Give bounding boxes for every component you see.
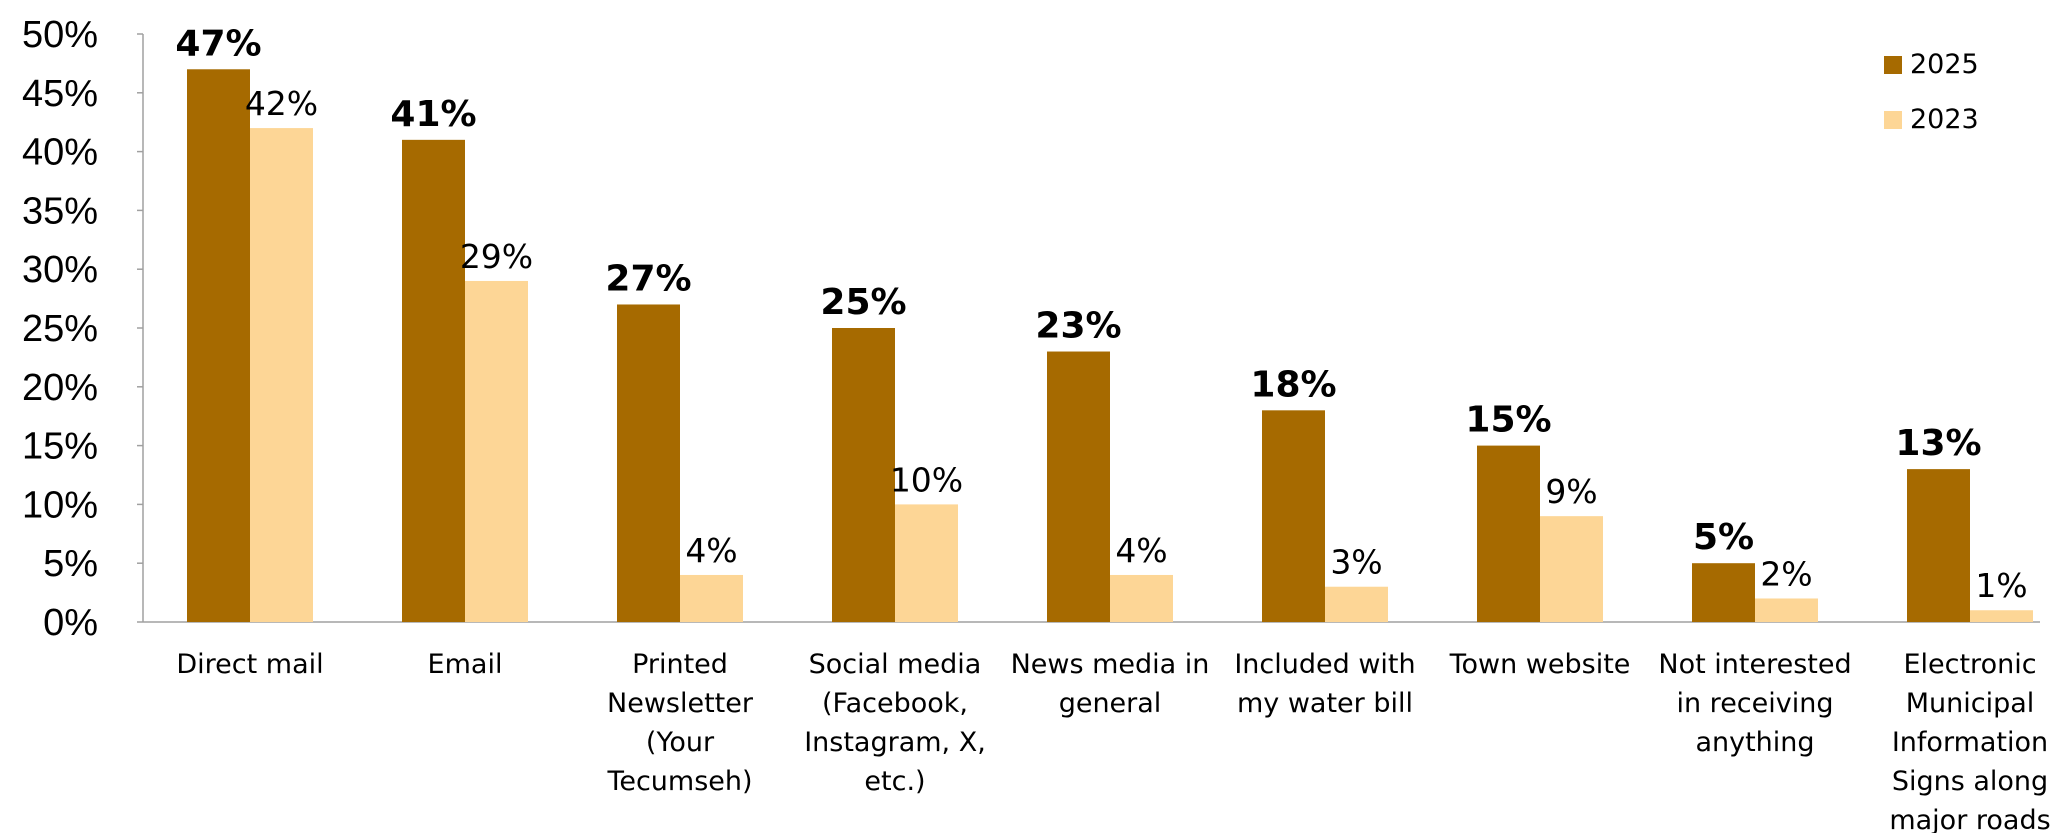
data-label-2025: 41% — [390, 94, 476, 135]
bar-2023 — [895, 504, 958, 622]
bar-2023 — [1970, 610, 2033, 622]
bar-2025 — [832, 328, 895, 622]
x-category-label-line: Direct mail — [176, 649, 323, 680]
y-tick-label: 45% — [22, 73, 98, 115]
x-category-label-line: Included with — [1234, 649, 1415, 680]
bar-2025 — [1692, 563, 1755, 622]
y-tick-label: 10% — [22, 484, 98, 526]
data-label-2023: 42% — [245, 84, 318, 123]
x-category-label-line: (Your — [646, 727, 715, 758]
y-tick-label: 20% — [22, 367, 98, 409]
x-category-label: Town website — [1449, 649, 1631, 680]
bar-2023 — [1540, 516, 1603, 622]
y-tick-label: 15% — [22, 426, 98, 468]
data-label-2023: 2% — [1760, 554, 1812, 593]
data-label-2023: 4% — [685, 531, 737, 570]
x-category-label-line: Instagram, X, — [804, 727, 986, 758]
data-label-2023: 29% — [460, 237, 533, 276]
bar-2023 — [1325, 586, 1388, 622]
bar-2025 — [1477, 445, 1540, 622]
x-category-label: Printed Newsletter (Your Tecumseh) — [606, 649, 753, 797]
value-labels: 47% 42% 41% 29% 27% 4% 25% 10% 23% 4% 18% 3% 15% 9% 5%… — [175, 23, 2027, 605]
data-label-2025: 13% — [1895, 423, 1981, 464]
bars — [187, 69, 2033, 622]
y-tick-label: 40% — [22, 132, 98, 174]
bar-2025 — [1262, 410, 1325, 622]
x-category-label-line: Email — [428, 649, 503, 680]
y-tick-label: 0% — [43, 602, 98, 644]
legend-swatch-2025 — [1884, 56, 1902, 74]
data-label-2025: 47% — [175, 23, 261, 64]
x-category-label-line: Town website — [1449, 649, 1631, 680]
y-tick-label: 35% — [22, 190, 98, 232]
data-label-2025: 27% — [605, 258, 691, 299]
y-tick-label: 25% — [22, 308, 98, 350]
x-category-label: Email — [428, 649, 503, 680]
bar-2023 — [250, 128, 313, 622]
x-category-label: News media in general — [1011, 649, 1210, 719]
bar-2023 — [465, 280, 528, 622]
bar-2025 — [187, 69, 250, 622]
x-category-label-line: Not interested — [1658, 649, 1851, 680]
bar-2023 — [1755, 598, 1818, 622]
data-label-2023: 1% — [1975, 566, 2027, 605]
category-labels: Direct mail Email Printed Newsletter (Your Te… — [176, 649, 2050, 833]
x-category-label-line: anything — [1695, 727, 1814, 758]
x-category-label-line: Tecumseh) — [606, 766, 752, 797]
data-label-2023: 3% — [1330, 543, 1382, 582]
data-label-2025: 15% — [1465, 400, 1551, 441]
x-category-label: Not interested in receiving anything — [1658, 649, 1851, 758]
legend-swatch-2023 — [1884, 111, 1902, 129]
data-label-2025: 23% — [1035, 306, 1121, 347]
data-label-2025: 18% — [1250, 364, 1336, 405]
x-category-label: Electronic Municipal Information Signs alon… — [1889, 649, 2050, 833]
x-category-label: Social media (Facebook, Instagram, X, etc.) — [804, 649, 986, 797]
x-category-label-line: Signs along — [1892, 766, 2048, 797]
bar-2023 — [1110, 574, 1173, 622]
y-tick-label: 50% — [22, 14, 98, 56]
bar-2025 — [402, 139, 465, 622]
y-tick-label: 5% — [43, 543, 98, 585]
y-tick-label: 30% — [22, 249, 98, 291]
x-category-label-line: Electronic — [1903, 649, 2036, 680]
x-category-label-line: Social media — [809, 649, 982, 680]
data-label-2025: 25% — [820, 282, 906, 323]
x-category-label-line: in receiving — [1676, 688, 1833, 719]
x-category-label-line: Information — [1892, 727, 2048, 758]
x-category-label-line: Municipal — [1906, 688, 2035, 719]
data-label-2023: 4% — [1115, 531, 1167, 570]
x-category-label-line: general — [1059, 688, 1162, 719]
x-category-label-line: my water bill — [1237, 688, 1413, 719]
legend-label-2023: 2023 — [1910, 104, 1979, 135]
bar-2025 — [1047, 351, 1110, 622]
x-category-label-line: etc.) — [864, 766, 925, 797]
x-category-label-line: News media in — [1011, 649, 1210, 680]
x-category-label-line: Newsletter — [607, 688, 754, 719]
bar-2023 — [680, 574, 743, 622]
bar-2025 — [617, 304, 680, 622]
data-label-2023: 10% — [890, 460, 963, 499]
x-category-label-line: (Facebook, — [822, 688, 968, 719]
x-category-label-line: Printed — [632, 649, 728, 680]
data-label-2025: 5% — [1693, 517, 1754, 558]
data-label-2023: 9% — [1545, 472, 1597, 511]
legend-label-2025: 2025 — [1910, 49, 1979, 80]
legend: 2025 2023 — [1884, 49, 1979, 135]
x-category-label: Direct mail — [176, 649, 323, 680]
y-axis: 0% 5% 10% 15% 20% 25% 30% 35% 40% 45% 50% — [22, 14, 2040, 644]
x-category-label: Included with my water bill — [1234, 649, 1415, 719]
x-category-label-line: major roads — [1889, 805, 2050, 833]
bar-2025 — [1907, 469, 1970, 622]
